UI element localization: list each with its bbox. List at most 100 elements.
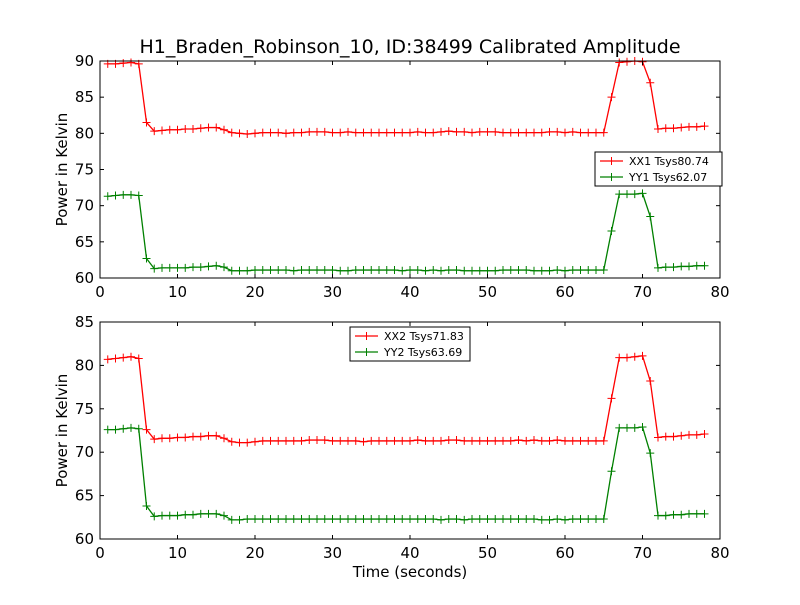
data-point [313,266,321,275]
data-point [421,436,430,445]
data-point [599,436,608,445]
data-point [266,266,275,275]
data-point [429,436,438,445]
data-point [576,266,585,275]
panel-0-series-1-markers [103,189,709,275]
data-point [537,128,546,137]
data-point [584,436,593,445]
data-point [623,190,631,199]
data-point [607,93,616,102]
data-point [421,128,430,137]
data-point [212,261,221,270]
data-point [669,263,678,272]
data-point [165,511,174,520]
data-point [429,515,438,524]
data-point [181,510,190,519]
data-point [499,436,507,445]
panel-1-legend: XX2 Tsys71.83 YY2 Tsys63.69 [349,326,471,362]
data-point [553,266,562,275]
data-point [282,436,290,445]
data-point [444,127,453,136]
data-point [359,515,368,524]
data-point [615,353,624,362]
data-point [576,515,585,524]
data-point [204,123,213,132]
data-point [413,515,422,524]
data-point [413,266,422,275]
data-point [173,263,182,272]
data-point [646,212,655,221]
data-point [692,122,701,131]
data-point [437,436,445,445]
y-tick-label: 85 [75,88,94,106]
data-point [375,436,383,445]
data-point [305,127,314,136]
data-point [127,352,135,361]
data-point [522,436,531,445]
data-point [677,262,686,271]
data-point [623,57,631,66]
legend-entry: YY2 Tsys63.69 [383,346,462,359]
data-point [142,425,151,434]
data-point [212,509,221,518]
data-point [437,127,445,136]
x-tick-label: 30 [323,283,342,301]
x-tick-label: 70 [633,544,652,562]
data-point [638,351,647,360]
y-axis-label: Power in Kelvin [53,113,71,227]
data-point [227,266,236,275]
data-point [499,266,507,275]
data-point [661,511,670,520]
data-point [561,515,569,524]
data-point [692,261,701,270]
data-point [351,515,360,524]
data-point [313,436,321,445]
data-point [336,515,345,524]
data-point [127,190,135,199]
x-tick-label: 40 [400,283,419,301]
top-panel: 0 10 20 30 40 50 60 70 80 60 65 70 75 80 85 90 Power in … [53,52,730,301]
data-point [599,128,608,137]
data-point [227,128,236,137]
data-point [553,436,562,445]
data-point [568,266,577,275]
data-point [475,515,484,524]
data-point [165,125,174,134]
y-tick-label: 75 [75,400,94,418]
legend-box [594,151,723,187]
data-point [468,266,476,275]
y-tick-label: 65 [75,233,94,251]
data-point [514,266,523,275]
data-point [599,266,608,275]
data-point [669,432,678,441]
data-point [227,437,236,446]
data-point [282,515,290,524]
data-point [692,509,701,518]
data-point [243,266,252,275]
data-point [165,434,174,443]
x-tick-label: 70 [633,283,652,301]
legend-marker [362,348,371,356]
data-point [553,127,562,136]
data-point [328,266,337,275]
data-point [475,266,484,275]
data-point [289,436,298,445]
data-point [522,515,531,524]
data-point [289,128,298,137]
data-point [584,128,593,137]
y-tick-label: 70 [75,443,94,461]
data-point [661,263,670,272]
data-point [530,266,538,275]
data-point [700,122,709,131]
data-point [491,436,500,445]
data-point [506,436,515,445]
x-tick-label: 60 [555,283,574,301]
data-point [700,261,709,270]
legend-entry: XX1 Tsys80.74 [629,155,709,168]
data-point [328,128,337,137]
data-point [460,515,469,524]
data-point [313,127,321,136]
data-point [297,436,306,445]
data-point [599,515,608,524]
